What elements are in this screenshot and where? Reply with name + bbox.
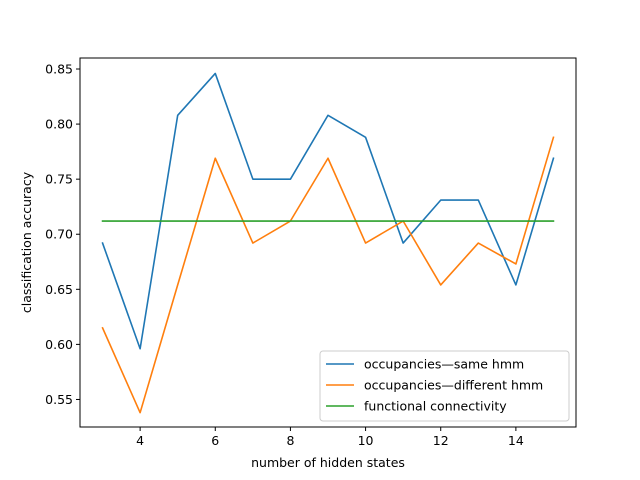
y-tick-label: 0.80 bbox=[45, 117, 73, 132]
x-tick-label: 4 bbox=[136, 433, 144, 448]
series-line-1 bbox=[101, 136, 555, 414]
x-tick-label: 14 bbox=[508, 433, 524, 448]
series-line-0 bbox=[101, 72, 555, 350]
y-tick-label: 0.60 bbox=[45, 337, 73, 352]
y-tick-label: 0.70 bbox=[45, 227, 73, 242]
series-layer bbox=[101, 72, 555, 414]
x-tick-label: 10 bbox=[358, 433, 374, 448]
legend-label-0: occupancies—same hmm bbox=[364, 357, 524, 372]
y-axis-label: classification accuracy bbox=[19, 171, 34, 313]
legend-label-1: occupancies—different hmm bbox=[364, 378, 543, 393]
x-axis-label: number of hidden states bbox=[251, 455, 405, 470]
y-axis: 0.55 0.60 0.65 0.70 0.75 0.80 0.85 bbox=[45, 62, 80, 407]
plot-frame bbox=[79, 57, 577, 428]
x-tick-label: 6 bbox=[211, 433, 219, 448]
y-tick-label: 0.75 bbox=[45, 172, 73, 187]
legend-label-2: functional connectivity bbox=[364, 399, 507, 414]
y-tick-label: 0.85 bbox=[45, 62, 73, 77]
x-tick-label: 12 bbox=[433, 433, 449, 448]
legend-box bbox=[319, 350, 570, 422]
legend: occupancies—same hmm occupancies—differen… bbox=[319, 350, 570, 422]
x-tick-label: 8 bbox=[286, 433, 294, 448]
y-tick-label: 0.65 bbox=[45, 282, 73, 297]
y-tick-label: 0.55 bbox=[45, 392, 73, 407]
x-axis: 4 6 8 10 12 14 bbox=[136, 427, 524, 448]
